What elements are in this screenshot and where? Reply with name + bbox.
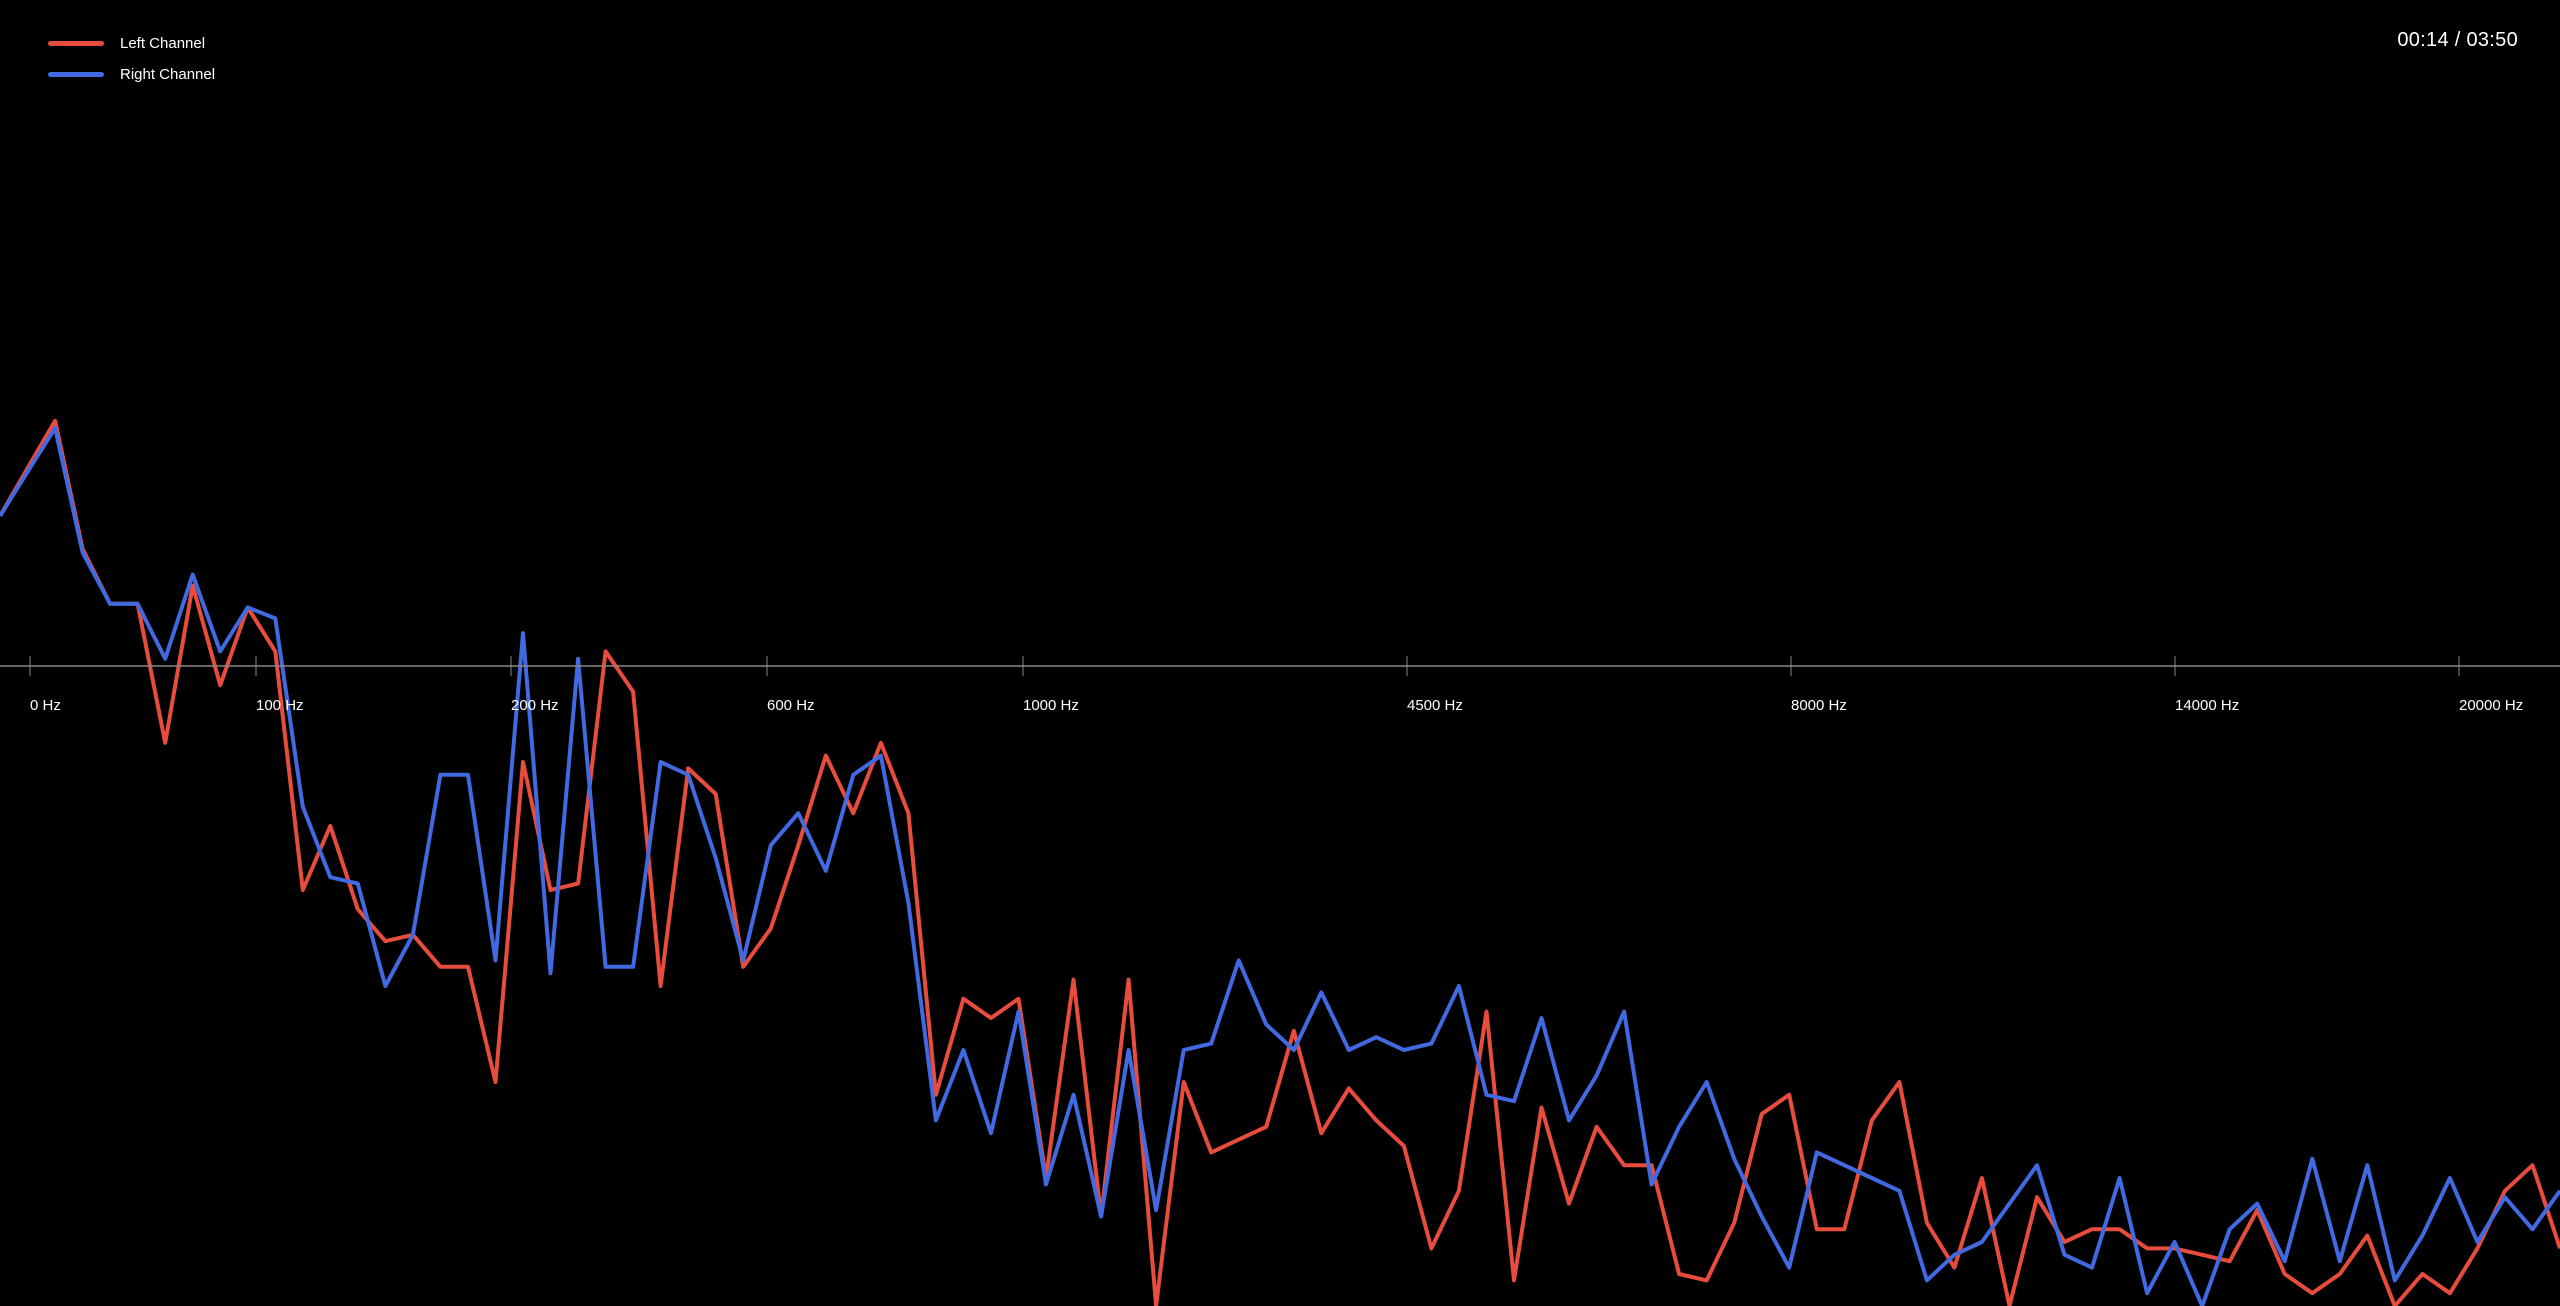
- tick-label-20000hz: 20000 Hz: [2459, 697, 2523, 714]
- tick-label-600hz: 600 Hz: [767, 697, 815, 714]
- tick-label-14000hz: 14000 Hz: [2175, 697, 2239, 714]
- tick-label-100hz: 100 Hz: [256, 697, 304, 714]
- legend-label-left: Left Channel: [120, 35, 206, 52]
- tick-label-1000hz: 1000 Hz: [1023, 697, 1079, 714]
- left-channel-line: [0, 418, 2560, 1306]
- playback-time: 00:14 / 03:50: [2397, 29, 2518, 51]
- right-channel-line: [0, 426, 2560, 1306]
- legend-label-right: Right Channel: [120, 66, 216, 83]
- tick-label-200hz: 200 Hz: [511, 697, 559, 714]
- tick-label-4500hz: 4500 Hz: [1407, 697, 1463, 714]
- legend-item-right-channel[interactable]: Right Channel: [48, 59, 215, 90]
- legend-swatch-right: [48, 72, 104, 77]
- tick-label-8000hz: 8000 Hz: [1791, 697, 1847, 714]
- frequency-axis-ticks: 0 Hz 100 Hz 200 Hz 600 Hz 1000 Hz 4500 H…: [29, 656, 2523, 714]
- tick-label-0hz: 0 Hz: [30, 697, 61, 714]
- chart-legend: Left Channel Right Channel: [48, 28, 215, 90]
- legend-item-left-channel[interactable]: Left Channel: [48, 28, 215, 59]
- legend-swatch-left: [48, 41, 104, 46]
- spectrum-series-layer: [0, 418, 2560, 1306]
